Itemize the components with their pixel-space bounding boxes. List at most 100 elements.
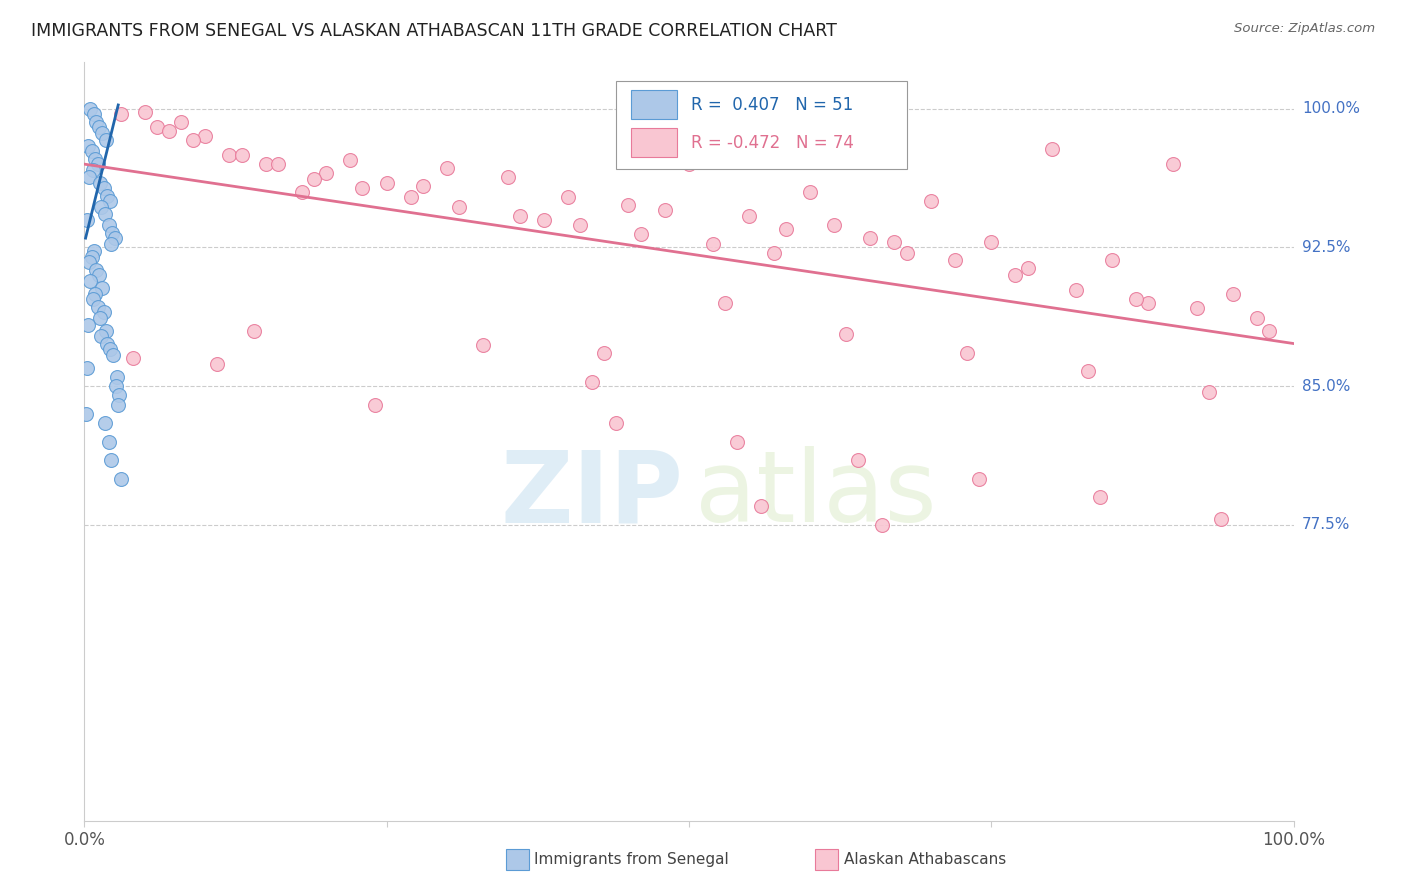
Point [96, 188, 118, 202]
Point [412, 179, 434, 194]
Point [472, 338, 495, 352]
Point [90, 200, 112, 214]
Point [835, 327, 858, 342]
Point [77, 170, 100, 185]
Point [86, 157, 108, 171]
Point [77, 138, 100, 153]
Point [80, 145, 103, 159]
Point [846, 453, 869, 467]
Point [617, 198, 640, 212]
Point [93, 305, 115, 319]
Text: IMMIGRANTS FROM SENEGAL VS ALASKAN ATHABASCAN 11TH GRADE CORRELATION CHART: IMMIGRANTS FROM SENEGAL VS ALASKAN ATHAB… [31, 22, 837, 40]
Point [103, 348, 125, 362]
Point [291, 185, 314, 199]
Point [1101, 253, 1123, 268]
Point [107, 398, 129, 412]
Point [1209, 512, 1232, 526]
Point [98, 194, 121, 208]
Point [76, 212, 98, 227]
Point [110, 107, 132, 121]
Point [76, 360, 98, 375]
Point [77, 318, 100, 332]
Point [82, 162, 104, 177]
Point [630, 227, 652, 242]
Text: Alaskan Athabascans: Alaskan Athabascans [844, 853, 1005, 867]
Point [896, 246, 918, 260]
Text: ZIP: ZIP [501, 446, 683, 543]
Point [84, 152, 107, 166]
Point [170, 114, 193, 128]
Point [315, 166, 337, 180]
Point [90, 329, 112, 343]
Point [436, 161, 458, 175]
Point [714, 296, 737, 310]
Point [89, 310, 111, 325]
Point [254, 157, 277, 171]
Point [242, 324, 264, 338]
Point [581, 376, 603, 390]
Point [509, 209, 531, 223]
Point [97, 434, 120, 449]
Point [1161, 157, 1184, 171]
Point [86, 114, 108, 128]
Text: R =  0.407   N = 51: R = 0.407 N = 51 [692, 96, 853, 114]
Point [87, 120, 110, 135]
Point [1198, 384, 1220, 399]
Point [399, 190, 422, 204]
Point [1246, 310, 1268, 325]
Point [134, 105, 156, 120]
Point [678, 157, 700, 171]
Point [920, 194, 942, 208]
Point [943, 253, 966, 268]
Point [93, 181, 115, 195]
Point [104, 231, 127, 245]
Point [872, 517, 894, 532]
Point [157, 124, 180, 138]
Point [956, 345, 979, 359]
Point [231, 148, 253, 162]
Point [84, 286, 107, 301]
Point [181, 133, 204, 147]
Point [94, 133, 117, 147]
Point [1064, 283, 1087, 297]
Point [91, 126, 114, 140]
Point [569, 218, 592, 232]
Point [1185, 301, 1208, 316]
Point [352, 181, 374, 195]
Point [207, 357, 229, 371]
Point [101, 226, 124, 240]
Point [775, 222, 797, 236]
Point [1137, 296, 1160, 310]
Point [110, 471, 132, 485]
Point [79, 274, 101, 288]
Bar [631, 128, 676, 157]
Point [1222, 286, 1244, 301]
Point [339, 153, 361, 168]
Point [89, 176, 111, 190]
Point [218, 148, 240, 162]
Point [97, 218, 120, 232]
Point [799, 185, 821, 199]
Point [593, 345, 616, 359]
Bar [631, 90, 676, 120]
Point [883, 235, 905, 249]
Point [738, 209, 761, 223]
Point [1088, 490, 1111, 504]
Point [654, 203, 676, 218]
Point [121, 351, 143, 366]
Point [83, 107, 105, 121]
Point [94, 207, 117, 221]
Point [1040, 142, 1063, 156]
Point [75, 407, 97, 421]
Point [79, 102, 101, 116]
Point [94, 416, 117, 430]
Text: Immigrants from Senegal: Immigrants from Senegal [534, 853, 730, 867]
Point [533, 212, 555, 227]
Point [86, 300, 108, 314]
Point [1125, 292, 1147, 306]
Point [449, 200, 471, 214]
Point [108, 388, 131, 402]
Text: 92.5%: 92.5% [1302, 240, 1350, 255]
Point [87, 268, 110, 282]
Point [82, 292, 104, 306]
